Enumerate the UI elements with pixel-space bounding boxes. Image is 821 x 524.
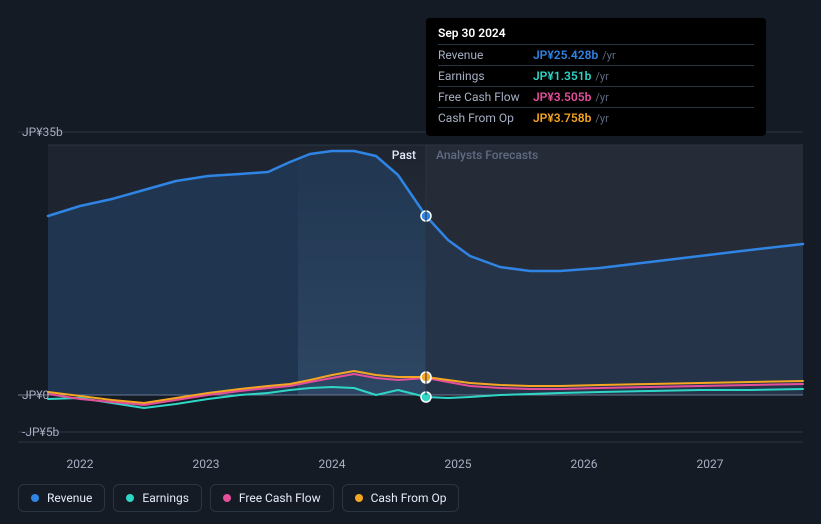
tooltip-value: JP¥3.505b — [533, 90, 591, 104]
legend-label: Free Cash Flow — [239, 491, 321, 505]
tooltip-label: Free Cash Flow — [438, 90, 533, 104]
tooltip-label: Revenue — [438, 48, 533, 62]
legend-dot-icon — [31, 494, 39, 502]
tooltip-value: JP¥25.428b — [533, 48, 598, 62]
region-label: Analysts Forecasts — [436, 148, 538, 162]
tooltip-suffix: /yr — [595, 112, 608, 125]
tooltip-row: EarningsJP¥1.351b/yr — [438, 65, 754, 86]
region-label: Past — [392, 148, 416, 162]
tooltip-row: Free Cash FlowJP¥3.505b/yr — [438, 86, 754, 107]
x-axis-label: 2025 — [445, 457, 472, 471]
legend-dot-icon — [126, 494, 134, 502]
x-axis-label: 2023 — [193, 457, 220, 471]
tooltip-row: RevenueJP¥25.428b/yr — [438, 44, 754, 65]
tooltip-row: Cash From OpJP¥3.758b/yr — [438, 107, 754, 128]
x-axis-label: 2024 — [319, 457, 346, 471]
x-axis-label: 2022 — [67, 457, 94, 471]
tooltip-date: Sep 30 2024 — [438, 26, 754, 44]
chart-tooltip: Sep 30 2024 RevenueJP¥25.428b/yrEarnings… — [426, 18, 766, 136]
y-axis-label: JP¥0 — [22, 388, 49, 402]
tooltip-suffix: /yr — [595, 70, 608, 83]
legend-item-earnings[interactable]: Earnings — [113, 484, 202, 512]
x-axis-label: 2027 — [697, 457, 724, 471]
tooltip-suffix: /yr — [595, 91, 608, 104]
legend-dot-icon — [223, 494, 231, 502]
legend-item-fcf[interactable]: Free Cash Flow — [210, 484, 334, 512]
chart-legend: Revenue Earnings Free Cash Flow Cash From O… — [18, 484, 459, 512]
tooltip-label: Cash From Op — [438, 111, 533, 125]
legend-item-cfo[interactable]: Cash From Op — [342, 484, 460, 512]
tooltip-label: Earnings — [438, 69, 533, 83]
legend-label: Earnings — [142, 491, 189, 505]
tooltip-value: JP¥3.758b — [533, 111, 591, 125]
legend-label: Revenue — [47, 491, 92, 505]
x-axis-label: 2026 — [571, 457, 598, 471]
legend-item-revenue[interactable]: Revenue — [18, 484, 105, 512]
y-axis-label: JP¥35b — [22, 125, 63, 139]
legend-dot-icon — [355, 494, 363, 502]
tooltip-value: JP¥1.351b — [533, 69, 591, 83]
tooltip-suffix: /yr — [602, 49, 615, 62]
y-axis-label: -JP¥5b — [22, 425, 59, 439]
legend-label: Cash From Op — [371, 491, 447, 505]
